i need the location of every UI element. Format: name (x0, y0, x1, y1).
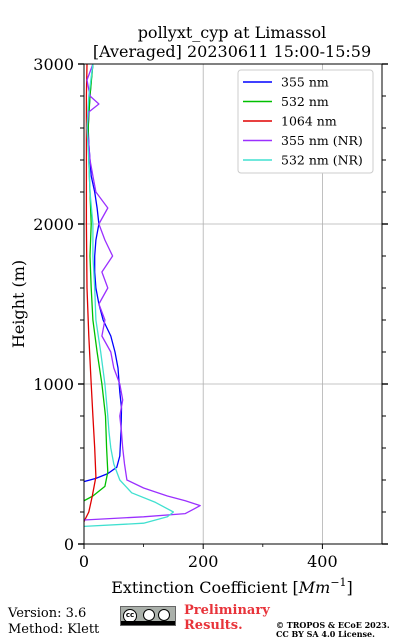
x-tick-label: 400 (307, 552, 338, 571)
legend-label: 355 nm (NR) (281, 133, 363, 148)
series-line-3 (84, 64, 201, 521)
legend-box (237, 69, 374, 174)
badge-strip (121, 621, 175, 625)
legend-label: 1064 nm (281, 114, 337, 129)
x-tick-label: 0 (79, 552, 89, 571)
version-label: Version: 3.6 (8, 606, 87, 621)
x-axis-label-unit: Mm (298, 578, 331, 597)
plot-frame (83, 63, 383, 545)
chart-legend: 355 nm 532 nm 1064 nm 355 nm (NR) 532 nm (NR… (237, 69, 374, 174)
series-lines (84, 64, 201, 528)
x-axis-label-close: ] (347, 578, 353, 597)
by-icon (143, 609, 155, 621)
series-line-2 (84, 64, 97, 522)
x-axis-label-exp: −1 (330, 576, 346, 589)
x-tick-label: 200 (188, 552, 219, 571)
y-tick-label: 3000 (33, 55, 74, 74)
copyright-line2: CC BY SA 4.0 License. (276, 629, 375, 639)
chart-figure: pollyxt_cyp at Limassol [Averaged] 20230… (9, 23, 388, 597)
y-tick-label: 0 (64, 535, 74, 554)
copyright-line1: © TROPOS & ECoE 2023. (276, 620, 390, 630)
y-axis-label: Height (m) (9, 260, 28, 348)
axis-ticks: 0 200 400 0 1000 2000 3000 (33, 55, 388, 571)
preliminary-line1: Preliminary (184, 603, 270, 618)
chart-subtitle: [Averaged] 20230611 15:00-15:59 (93, 42, 371, 61)
preliminary-line2: Results. (184, 618, 243, 633)
legend-label: 532 nm (281, 94, 329, 109)
method-label: Method: Klett (8, 622, 100, 637)
sa-icon (158, 609, 170, 621)
legend-label: 532 nm (NR) (281, 153, 363, 168)
y-tick-label: 2000 (33, 215, 74, 234)
y-tick-label: 1000 (33, 375, 74, 394)
legend-label: 355 nm (281, 75, 329, 90)
x-axis-label-main: Extinction Coefficient [ (111, 578, 299, 597)
series-line-4 (84, 64, 175, 528)
chart-title: pollyxt_cyp at Limassol (138, 23, 327, 42)
x-axis-label: Extinction Coefficient [Mm−1] (111, 576, 353, 597)
cc-license-badge: cc (120, 606, 176, 626)
